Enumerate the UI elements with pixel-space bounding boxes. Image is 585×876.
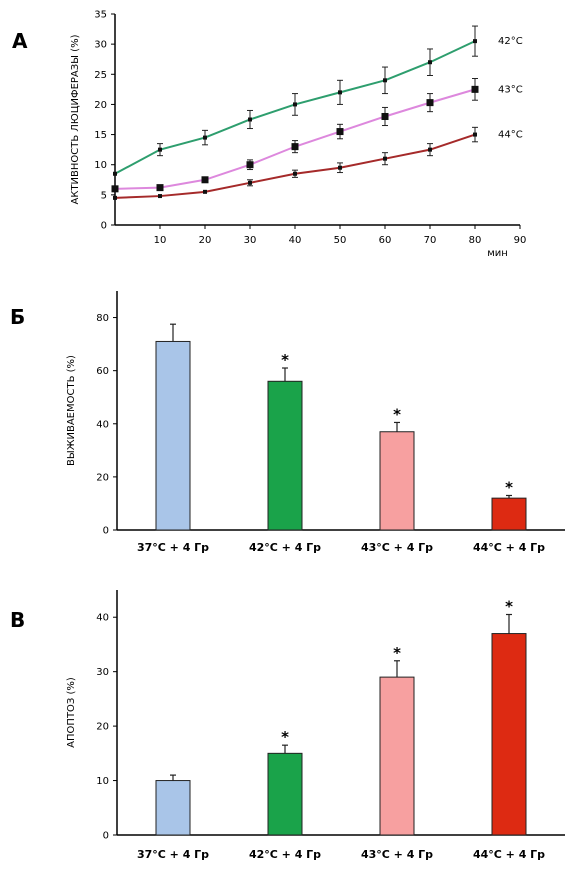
y-tick-label: 30 bbox=[96, 667, 109, 678]
category-label: 44°С + 4 Гр bbox=[473, 848, 545, 861]
y-tick-label: 20 bbox=[96, 472, 109, 483]
y-tick-label: 0 bbox=[103, 526, 109, 537]
data-point bbox=[471, 85, 479, 93]
apoptosis-bar bbox=[267, 752, 303, 836]
data-point bbox=[201, 176, 209, 184]
data-point bbox=[383, 156, 387, 161]
x-tick-label: 30 bbox=[244, 235, 257, 246]
category-label: 42°С + 4 Гр bbox=[249, 848, 321, 861]
series-label: 43°C bbox=[498, 84, 523, 95]
apoptosis-bar bbox=[379, 676, 415, 836]
y-tick-label: 20 bbox=[96, 722, 109, 733]
survival-bar bbox=[267, 380, 303, 531]
survival-bar bbox=[379, 431, 415, 531]
survival-bar bbox=[491, 497, 527, 531]
data-point bbox=[203, 135, 207, 140]
x-tick-label: 10 bbox=[154, 235, 167, 246]
x-tick-label: 60 bbox=[379, 235, 392, 246]
data-point bbox=[426, 99, 434, 107]
bar-chart-apoptosis: 0 10 20 30 40 АПОПТОЗ (%) 37°С + 4 Гр * 42°С + 4… bbox=[66, 590, 565, 861]
x-tick-label: 40 bbox=[289, 235, 302, 246]
survival-bar bbox=[155, 340, 191, 531]
data-point bbox=[338, 90, 342, 95]
x-axis-title: мин bbox=[487, 248, 508, 259]
apoptosis-bar bbox=[155, 780, 191, 836]
y-tick-label: 0 bbox=[103, 831, 109, 842]
x-tick-label: 80 bbox=[469, 235, 482, 246]
significance-marker: * bbox=[505, 598, 513, 616]
data-point bbox=[473, 132, 477, 137]
y-tick-label: 60 bbox=[96, 366, 109, 377]
data-point bbox=[158, 147, 162, 152]
y-tick-label: 10 bbox=[94, 160, 107, 171]
x-tick-label: 20 bbox=[199, 235, 212, 246]
data-point bbox=[338, 165, 342, 170]
line-chart-luciferase: 0 5 10 15 20 25 30 35 10 20 30 40 50 60 70 80 90 мин АКТИВ… bbox=[70, 10, 526, 260]
x-tick-label: 90 bbox=[514, 235, 527, 246]
panel-label-c: В bbox=[10, 608, 25, 632]
bar-chart-survival: 0 20 40 60 80 ВЫЖИВАЕМОСТЬ (%) 37°С + 4 Гр * 42°… bbox=[66, 291, 565, 554]
significance-marker: * bbox=[505, 478, 513, 496]
y-tick-label: 40 bbox=[96, 613, 109, 624]
category-label: 37°С + 4 Гр bbox=[137, 848, 209, 861]
data-point bbox=[248, 180, 252, 185]
y-tick-label: 40 bbox=[96, 419, 109, 430]
category-label: 43°С + 4 Гр bbox=[361, 541, 433, 554]
data-point bbox=[381, 112, 389, 120]
x-tick-label: 70 bbox=[424, 235, 437, 246]
y-tick-label: 80 bbox=[96, 313, 109, 324]
y-axis-title: АПОПТОЗ (%) bbox=[66, 677, 77, 748]
y-axis-title: ВЫЖИВАЕМОСТЬ (%) bbox=[66, 355, 77, 466]
data-point bbox=[473, 39, 477, 44]
series-label: 42°C bbox=[498, 36, 523, 47]
data-point bbox=[428, 147, 432, 152]
y-tick-label: 5 bbox=[101, 190, 107, 201]
data-point bbox=[293, 171, 297, 176]
category-label: 42°С + 4 Гр bbox=[249, 541, 321, 554]
data-point bbox=[113, 195, 117, 200]
significance-marker: * bbox=[393, 405, 401, 423]
data-point bbox=[156, 184, 164, 192]
data-point bbox=[113, 171, 117, 176]
apoptosis-bar bbox=[491, 633, 527, 836]
significance-marker: * bbox=[281, 728, 289, 746]
series-label: 44°C bbox=[498, 130, 523, 141]
category-label: 37°С + 4 Гр bbox=[137, 541, 209, 554]
data-point bbox=[246, 161, 254, 169]
panel-label-b: Б bbox=[10, 305, 25, 329]
data-point bbox=[293, 102, 297, 107]
panel-label-a: А bbox=[12, 29, 28, 53]
x-tick-label: 50 bbox=[334, 235, 347, 246]
data-point bbox=[248, 117, 252, 122]
y-tick-label: 35 bbox=[94, 10, 107, 21]
data-point bbox=[291, 143, 299, 151]
y-axis-title: АКТИВНОСТЬ ЛЮЦИФЕРАЗЫ (%) bbox=[70, 34, 81, 204]
y-tick-label: 20 bbox=[94, 100, 107, 111]
data-point bbox=[111, 185, 119, 193]
data-point bbox=[383, 78, 387, 83]
data-point bbox=[158, 194, 162, 199]
category-label: 43°С + 4 Гр bbox=[361, 848, 433, 861]
data-point bbox=[428, 60, 432, 65]
y-tick-label: 30 bbox=[94, 40, 107, 51]
y-tick-label: 10 bbox=[96, 776, 109, 787]
significance-marker: * bbox=[393, 644, 401, 662]
y-tick-label: 15 bbox=[94, 130, 107, 141]
data-point bbox=[203, 189, 207, 194]
category-label: 44°С + 4 Гр bbox=[473, 541, 545, 554]
significance-marker: * bbox=[281, 351, 289, 369]
y-tick-label: 25 bbox=[94, 70, 107, 81]
y-tick-label: 0 bbox=[101, 221, 107, 232]
data-point bbox=[336, 128, 344, 136]
